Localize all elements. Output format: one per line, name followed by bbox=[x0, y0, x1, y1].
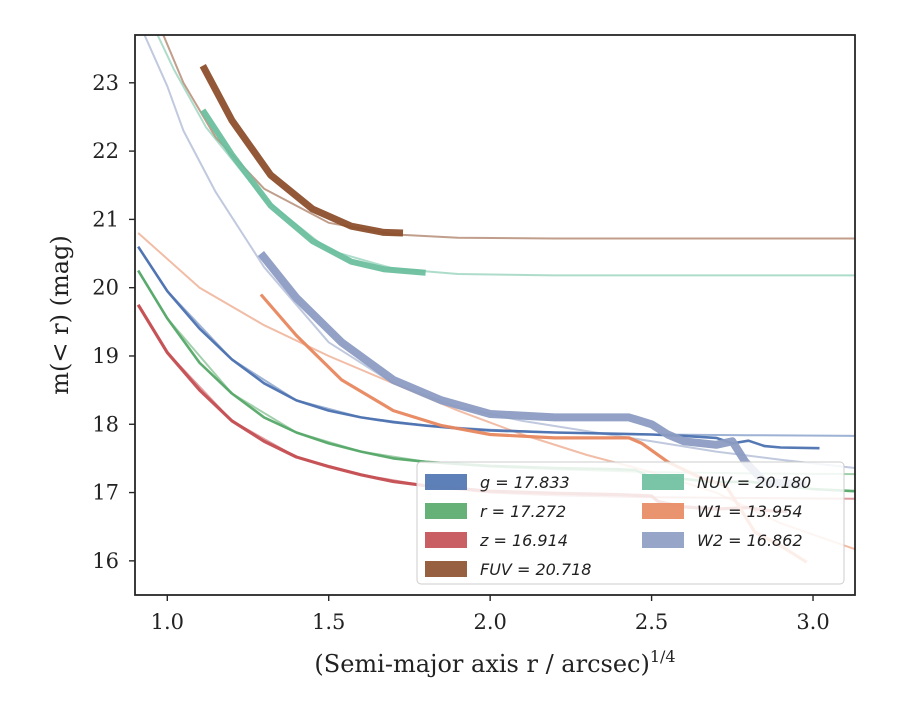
legend-swatch-g bbox=[425, 474, 467, 490]
legend-swatch-w2 bbox=[642, 532, 684, 548]
legend-box bbox=[416, 461, 845, 585]
legend-swatch-r bbox=[425, 503, 467, 519]
observed-line-fuv bbox=[199, 64, 404, 237]
plot-frame bbox=[134, 34, 856, 596]
observed-line-w2 bbox=[257, 251, 807, 489]
y-axis-title: m(< r) (mag) bbox=[46, 235, 74, 394]
observed-line-nuv bbox=[200, 108, 426, 276]
legend-swatch-z bbox=[425, 532, 467, 548]
legend-label-fuv: FUV = 20.718 bbox=[480, 560, 591, 579]
y-tick-label: 16 bbox=[92, 549, 119, 573]
y-tick-label: 23 bbox=[92, 71, 119, 95]
y-tick-label: 22 bbox=[92, 139, 119, 163]
legend-label-r: r = 17.272 bbox=[480, 502, 566, 521]
legend-swatch-w1 bbox=[642, 503, 684, 519]
y-tick-label: 21 bbox=[92, 207, 119, 231]
model-line-w2 bbox=[143, 35, 855, 469]
x-axis-title: (Semi-major axis r / arcsec)1/4 bbox=[314, 647, 675, 678]
y-tick-label: 19 bbox=[92, 344, 119, 368]
x-tick-label: 1.5 bbox=[312, 610, 345, 634]
y-tick-label: 17 bbox=[92, 481, 119, 505]
ticks-layer: 1.0 1.5 2.0 2.5 3.0 16 17 18 19 20 21 22 23 bbox=[92, 71, 829, 634]
model-line-r bbox=[137, 270, 855, 476]
y-tick-label: 18 bbox=[92, 412, 119, 436]
legend: g = 17.833 r = 17.272 z = 16.914 FUV = 20.7… bbox=[416, 461, 845, 585]
model-line-fuv bbox=[162, 35, 855, 240]
legend-swatch-nuv bbox=[642, 474, 684, 490]
legend-label-w2: W2 = 16.862 bbox=[697, 531, 803, 550]
x-axis-label: (Semi-major axis r / arcsec) bbox=[314, 650, 649, 678]
legend-label-g: g = 17.833 bbox=[480, 473, 570, 492]
legend-label-nuv: NUV = 20.180 bbox=[697, 473, 811, 492]
x-tick-label: 2.0 bbox=[473, 610, 506, 634]
x-tick-label: 1.0 bbox=[151, 610, 184, 634]
x-tick-label: 3.0 bbox=[796, 610, 829, 634]
observed-line-g bbox=[137, 245, 820, 450]
legend-label-w1: W1 = 13.954 bbox=[697, 502, 803, 521]
x-axis-label-superscript: 1/4 bbox=[650, 647, 676, 666]
legend-label-z: z = 16.914 bbox=[479, 531, 568, 550]
x-tick-label: 2.5 bbox=[635, 610, 668, 634]
y-tick-label: 20 bbox=[92, 276, 119, 300]
legend-swatch-fuv bbox=[425, 561, 467, 577]
